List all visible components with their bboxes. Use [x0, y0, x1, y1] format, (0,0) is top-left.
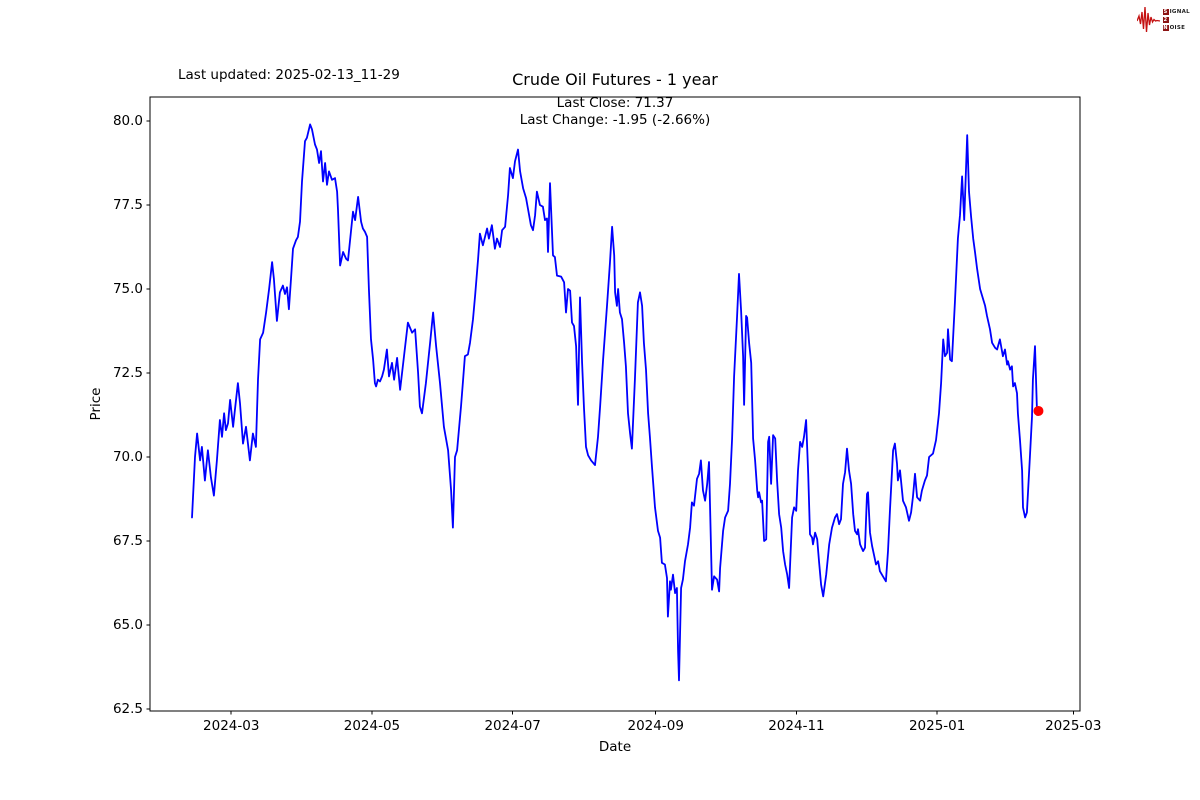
last-close-text: Last Close: 71.37: [556, 95, 674, 111]
y-tick-label: 72.5: [112, 365, 143, 381]
x-tick-label: 2024-07: [484, 718, 541, 734]
x-tick-label: 2025-03: [1045, 718, 1102, 734]
last-updated-text: Last updated: 2025-02-13_11-29: [178, 67, 400, 83]
y-tick-label: 62.5: [112, 701, 143, 717]
logo-row-signal: S IGNAL: [1162, 9, 1190, 15]
x-tick-label: 2024-09: [627, 718, 684, 734]
y-tick-label: 75.0: [112, 281, 143, 297]
x-tick-label: 2024-05: [343, 718, 401, 734]
signal2noise-logo: S IGNAL 2 N OISE: [1136, 5, 1190, 35]
annotation-block: Last Close: 71.37 Last Change: -1.95 (-2…: [150, 95, 1080, 128]
x-axis-label: Date: [598, 739, 632, 755]
x-tick-label: 2024-03: [203, 718, 260, 734]
axes-box: [149, 96, 1081, 712]
logo-letter-2: 2: [1162, 17, 1169, 23]
y-tick-label: 67.5: [112, 533, 143, 549]
logo-rest-ignal: IGNAL: [1169, 9, 1190, 15]
logo-row-noise: N OISE: [1162, 25, 1190, 31]
x-tick-label: 2025-01: [908, 718, 966, 734]
logo-text: S IGNAL 2 N OISE: [1162, 9, 1190, 31]
last-price-marker: [1033, 405, 1044, 416]
last-change-text: Last Change: -1.95 (-2.66%): [519, 111, 711, 128]
logo-rest-oise: OISE: [1169, 25, 1186, 31]
logo-letter-n: N: [1162, 25, 1169, 31]
y-tick-label: 65.0: [112, 617, 143, 633]
logo-letter-s: S: [1162, 9, 1169, 15]
y-axis-label: Price: [88, 387, 104, 421]
y-tick-label: 77.5: [112, 197, 143, 213]
y-tick-label: 70.0: [112, 449, 143, 465]
y-tick-label: 80.0: [112, 113, 143, 129]
heartbeat-waveform-icon: [1136, 6, 1160, 33]
x-tick-label: 2024-11: [768, 718, 825, 734]
logo-row-2: 2: [1162, 17, 1190, 23]
price-line: [191, 123, 1040, 682]
chart-title: Crude Oil Futures - 1 year: [512, 70, 718, 89]
